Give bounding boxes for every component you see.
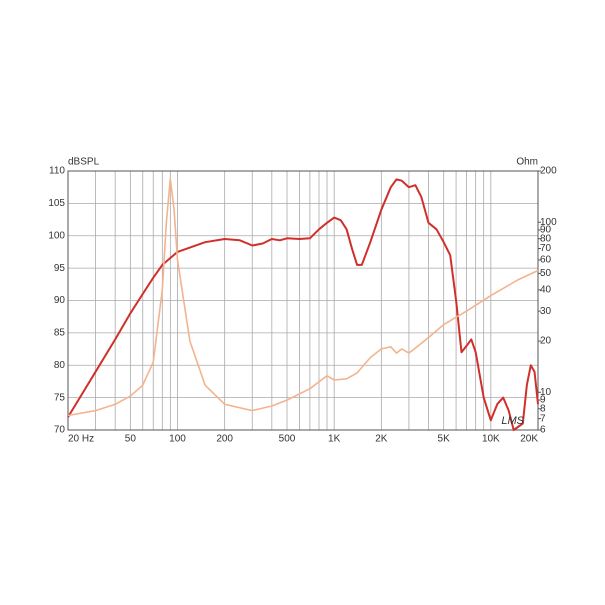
- watermark: LMS: [501, 415, 524, 427]
- x-tick-label: 20 Hz: [68, 434, 94, 445]
- x-tick-label: 200: [216, 434, 233, 445]
- y-tick-label: 85: [54, 328, 66, 339]
- line-series: [67, 178, 539, 431]
- x-tick-label: 100: [169, 434, 186, 445]
- y2-tick-label: 30: [540, 306, 552, 317]
- y2-tick-label: 9: [540, 395, 546, 406]
- y2-tick-label: 6: [540, 425, 546, 436]
- y2-tick-label: 20: [540, 336, 552, 347]
- y2-tick-label: 50: [540, 268, 552, 279]
- x-tick-label: 1K: [328, 434, 341, 445]
- y2-tick-label: 80: [540, 233, 552, 244]
- y2-tick-label: 7: [540, 413, 546, 424]
- y2-tick-label: 200: [540, 166, 557, 177]
- x-tick-label: 10K: [482, 434, 500, 445]
- y2-tick-label: 10: [540, 387, 552, 398]
- y-tick-label: 105: [48, 198, 65, 209]
- y-tick-label: 100: [48, 230, 65, 241]
- y2-tick-label: 90: [540, 225, 552, 236]
- plot-frame: [67, 170, 539, 431]
- y2-axis-label: Ohm: [516, 157, 538, 168]
- x-tick-label: 50: [125, 434, 137, 445]
- y2-tick-label: 40: [540, 285, 552, 296]
- y-axis-label: dBSPL: [68, 157, 100, 168]
- y-tick-label: 95: [54, 263, 66, 274]
- y-tick-label: 110: [49, 166, 65, 177]
- line-series: [67, 178, 539, 417]
- x-tick-label: 5K: [438, 434, 451, 445]
- y2-tick-label: 8: [540, 403, 546, 414]
- y2-tick-label: 70: [540, 243, 552, 254]
- x-tick-label: 500: [279, 434, 296, 445]
- x-tick-label: 20K: [520, 434, 538, 445]
- y2-tick-label: 100: [540, 217, 557, 228]
- y-tick-label: 75: [54, 392, 66, 403]
- y-tick-label: 70: [54, 425, 66, 436]
- y-tick-label: 90: [54, 295, 66, 306]
- x-tick-label: 2K: [375, 434, 388, 445]
- y2-tick-label: 60: [540, 255, 552, 266]
- y-tick-label: 80: [54, 360, 66, 371]
